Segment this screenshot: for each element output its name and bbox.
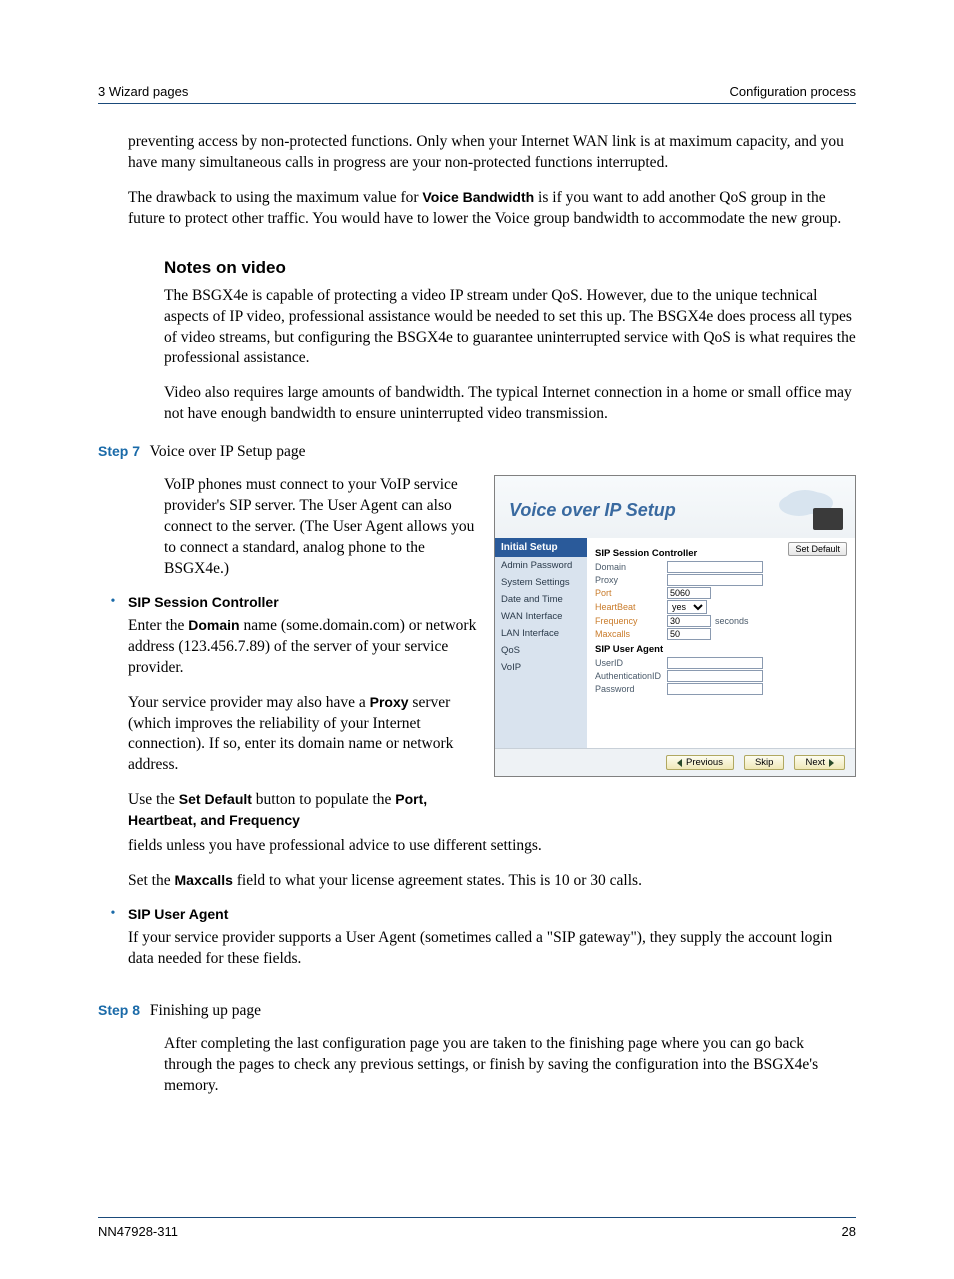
label-frequency: Frequency <box>595 616 667 626</box>
sidebar-tab-voip[interactable]: VoIP <box>495 659 587 676</box>
proxy-input[interactable] <box>667 574 763 586</box>
bullet-sip-session: • SIP Session Controller <box>98 594 478 610</box>
frequency-unit: seconds <box>715 616 749 626</box>
step-8-title: Finishing up page <box>150 1002 261 1019</box>
wizard-header: Voice over IP Setup <box>495 476 855 538</box>
frequency-input[interactable] <box>667 615 711 627</box>
domain-input[interactable] <box>667 561 763 573</box>
para-10: If your service provider supports a User… <box>98 928 856 970</box>
password-input[interactable] <box>667 683 763 695</box>
authid-input[interactable] <box>667 670 763 682</box>
sidebar-tab-admin[interactable]: Admin Password <box>495 557 587 574</box>
header-right: Configuration process <box>730 84 856 99</box>
sidebar-tab-initial[interactable]: Initial Setup <box>495 538 587 557</box>
para-1: preventing access by non-protected funct… <box>98 132 856 174</box>
para-3: The BSGX4e is capable of protecting a vi… <box>98 286 856 370</box>
chevron-right-icon <box>829 759 834 767</box>
port-input[interactable] <box>667 587 711 599</box>
para-8-top: Use the Set Default button to populate t… <box>98 790 478 832</box>
footer-right: 28 <box>842 1224 856 1239</box>
set-default-button[interactable]: Set Default <box>788 542 847 556</box>
bullet-label-1: SIP Session Controller <box>128 594 279 610</box>
para-5: VoIP phones must connect to your VoIP se… <box>98 475 478 580</box>
step-8-line: Step 8 Finishing up page <box>98 1002 856 1020</box>
label-maxcalls: Maxcalls <box>595 629 667 639</box>
voip-wizard: Voice over IP Setup Initial Setup Admin … <box>494 475 856 777</box>
bullet-icon: • <box>98 594 128 610</box>
para-11: After completing the last configuration … <box>98 1034 856 1097</box>
maxcalls-input[interactable] <box>667 628 711 640</box>
step-7-line: Step 7 Voice over IP Setup page <box>98 443 856 461</box>
label-heartbeat: HeartBeat <box>595 602 667 612</box>
heading-notes-video: Notes on video <box>164 258 856 278</box>
page: 3 Wizard pages Configuration process pre… <box>0 0 954 1279</box>
two-column-block: VoIP phones must connect to your VoIP se… <box>98 475 856 832</box>
para-8-tail: fields unless you have professional advi… <box>98 836 856 857</box>
wizard-sidebar: Initial Setup Admin Password System Sett… <box>495 538 587 748</box>
page-header: 3 Wizard pages Configuration process <box>98 84 856 104</box>
page-footer: NN47928-311 28 <box>98 1217 856 1239</box>
next-button[interactable]: Next <box>794 755 845 770</box>
wizard-body: Initial Setup Admin Password System Sett… <box>495 538 855 748</box>
sidebar-tab-wan[interactable]: WAN Interface <box>495 608 587 625</box>
bullet-label-2: SIP User Agent <box>128 906 228 922</box>
section-sip-user-agent: SIP User Agent <box>595 644 847 655</box>
bullet-sip-user-agent: • SIP User Agent <box>98 906 856 922</box>
skip-button[interactable]: Skip <box>744 755 784 770</box>
label-port: Port <box>595 588 667 598</box>
para-2: The drawback to using the maximum value … <box>98 188 856 230</box>
heartbeat-select[interactable]: yes <box>667 600 707 614</box>
wizard-main: Set Default SIP Session Controller Domai… <box>587 538 855 748</box>
sidebar-tab-qos[interactable]: QoS <box>495 642 587 659</box>
label-proxy: Proxy <box>595 575 667 585</box>
step-8-label: Step 8 <box>98 1002 140 1018</box>
para-4: Video also requires large amounts of ban… <box>98 383 856 425</box>
wizard-header-icon <box>785 490 845 530</box>
label-domain: Domain <box>595 562 667 572</box>
wizard-footer: Previous Skip Next <box>495 748 855 776</box>
step-7-title: Voice over IP Setup page <box>150 443 306 460</box>
userid-input[interactable] <box>667 657 763 669</box>
prev-button[interactable]: Previous <box>666 755 734 770</box>
left-column: VoIP phones must connect to your VoIP se… <box>98 475 478 832</box>
header-left: 3 Wizard pages <box>98 84 188 99</box>
chevron-left-icon <box>677 759 682 767</box>
footer-left: NN47928-311 <box>98 1224 178 1239</box>
label-authid: AuthenticationID <box>595 671 667 681</box>
step-7-label: Step 7 <box>98 443 140 459</box>
para-9: Set the Maxcalls field to what your lice… <box>98 871 856 892</box>
bullet-icon-2: • <box>98 906 128 922</box>
label-userid: UserID <box>595 658 667 668</box>
para-7: Your service provider may also have a Pr… <box>98 693 478 777</box>
phone-icon <box>813 508 843 530</box>
sidebar-tab-lan[interactable]: LAN Interface <box>495 625 587 642</box>
label-password: Password <box>595 684 667 694</box>
sidebar-tab-system[interactable]: System Settings <box>495 574 587 591</box>
para-6: Enter the Domain name (some.domain.com) … <box>98 616 478 679</box>
bold-voice-bw: Voice Bandwidth <box>422 189 534 205</box>
wizard-title: Voice over IP Setup <box>509 500 676 521</box>
sidebar-tab-date[interactable]: Date and Time <box>495 591 587 608</box>
